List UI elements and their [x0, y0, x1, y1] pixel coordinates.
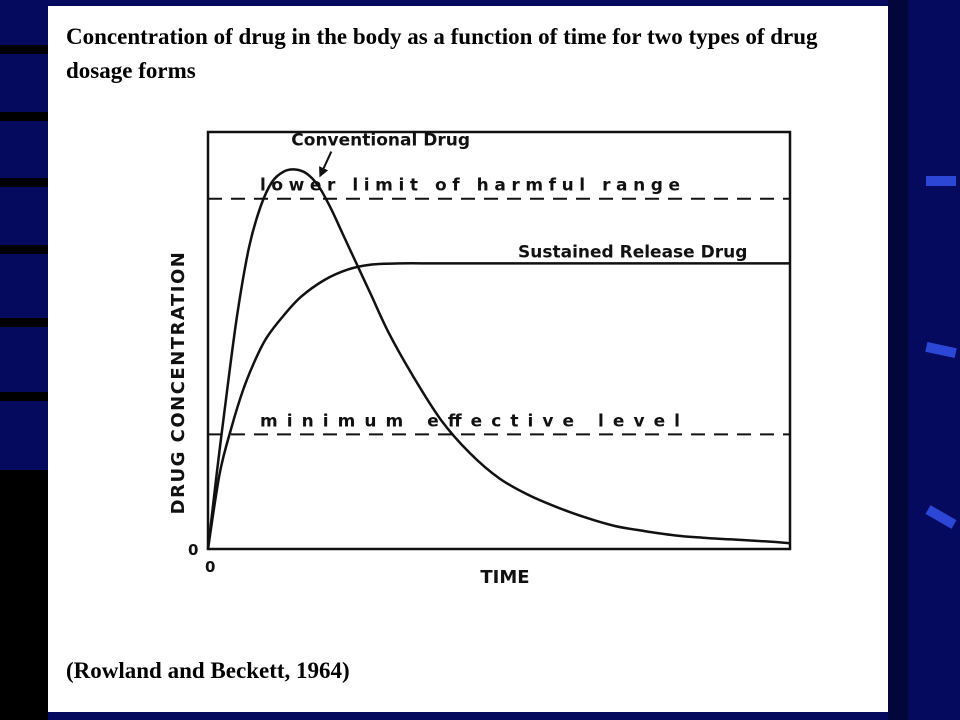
- plot-frame: [206, 130, 792, 551]
- conventional-drug-annotation: Conventional Drug: [291, 131, 470, 151]
- x-axis-label: TIME: [480, 567, 529, 588]
- slide-title: Concentration of drug in the body as a f…: [66, 24, 818, 83]
- sustained-release-drug-annotation: Sustained Release Drug: [518, 242, 747, 262]
- background-accent: [925, 341, 957, 359]
- x-origin-label: 0: [205, 558, 215, 576]
- background-accent: [926, 176, 956, 186]
- background-stripe: [0, 392, 48, 401]
- sustained-release-drug-curve: [206, 262, 790, 550]
- citation: (Rowland and Beckett, 1964): [66, 658, 350, 683]
- background-stripe: [0, 470, 48, 720]
- background-stripe: [0, 245, 48, 254]
- conventional-drug-arrow: [319, 151, 333, 178]
- background-stripe: [888, 0, 908, 720]
- minimum-effective-level-label: minimum effective level: [260, 411, 680, 431]
- background-accent: [925, 505, 957, 529]
- background-stripe: [0, 45, 48, 54]
- slide: Concentration of drug in the body as a f…: [48, 6, 888, 712]
- background-stripe: [0, 112, 48, 121]
- conventional-drug-curve: [206, 168, 791, 550]
- y-axis-label: DRUG CONCENTRATION: [168, 251, 189, 515]
- y-origin-label: 0: [188, 541, 198, 559]
- background-stripe: [0, 178, 48, 187]
- background-stripe: [0, 318, 48, 327]
